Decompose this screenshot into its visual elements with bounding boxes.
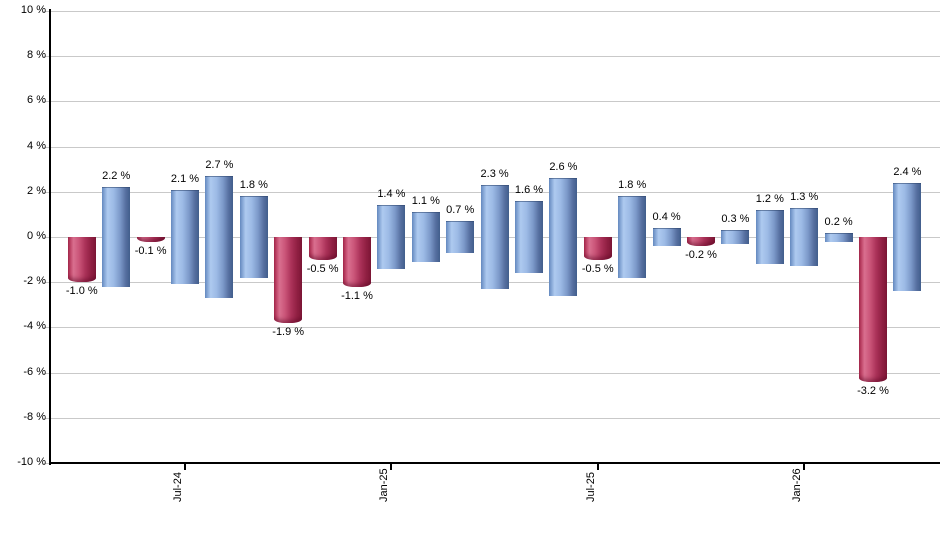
y-axis-tick-label: -8 %	[23, 411, 46, 423]
bar-positive	[480, 185, 509, 289]
y-axis-tick-label: 0 %	[27, 230, 46, 242]
bar-value-label: 1.6 %	[514, 183, 544, 196]
bar-value-label: 2.1 %	[170, 172, 200, 185]
bar-positive	[755, 209, 784, 265]
gridline	[43, 11, 940, 12]
y-axis-line	[49, 9, 51, 465]
bar-value-label: 0.3 %	[721, 213, 750, 226]
bar-value-label: 0.4 %	[652, 211, 681, 223]
x-axis-tick-mark	[803, 464, 806, 470]
bar-value-label: 1.8 %	[618, 179, 647, 192]
bar-value-label: 0.7 %	[446, 204, 475, 217]
bar-positive	[446, 221, 475, 253]
bar-value-label: 2.4 %	[893, 165, 922, 178]
bar-value-label: -1.0 %	[65, 285, 98, 298]
bar-value-label: -1.9 %	[272, 325, 305, 338]
bar-value-label: 2.6 %	[549, 161, 578, 174]
bar-negative	[274, 237, 303, 323]
x-axis-line	[49, 462, 940, 464]
y-axis-tick-label: 6 %	[27, 94, 46, 106]
bar-value-label: 1.2 %	[755, 192, 784, 205]
bar-positive	[652, 228, 681, 247]
bar-value-label: -3.2 %	[857, 384, 889, 397]
bar-positive	[790, 207, 819, 267]
bar-positive	[411, 212, 440, 262]
y-axis-tick-label: 2 %	[27, 185, 46, 197]
bar-value-label: -0.5 %	[581, 262, 614, 275]
bar-negative	[67, 237, 96, 283]
bar-positive	[824, 232, 853, 242]
bar-positive	[171, 189, 199, 285]
y-axis-tick-label: -6 %	[23, 366, 46, 378]
bar-negative	[583, 237, 612, 260]
bar-value-label: -0.2 %	[685, 249, 717, 261]
bar-positive	[893, 182, 922, 292]
bar-positive	[239, 196, 268, 278]
x-axis-tick-label: Jul-25	[584, 472, 597, 502]
y-axis-tick-label: 10 %	[20, 4, 46, 16]
bar-negative	[136, 237, 165, 242]
x-axis-tick-label: Jul-24	[172, 472, 184, 502]
bar-value-label: 2.2 %	[102, 170, 131, 183]
y-axis-tick-label: 8 %	[27, 49, 46, 61]
y-axis-tick-label: -4 %	[23, 320, 46, 332]
gridline	[43, 101, 940, 102]
gridline	[43, 418, 940, 419]
bar-negative	[687, 237, 715, 246]
bar-positive	[549, 178, 578, 296]
gridline	[43, 327, 940, 328]
bar-value-label: 1.3 %	[790, 190, 819, 203]
bar-positive	[377, 205, 406, 269]
x-axis-tick-label: Jan-26	[791, 468, 804, 502]
gridline	[43, 147, 940, 148]
bar-negative	[343, 237, 371, 287]
bar-value-label: -1.1 %	[341, 289, 373, 302]
gridline	[43, 373, 940, 374]
bar-positive	[721, 230, 750, 244]
bar-value-label: 1.4 %	[377, 188, 406, 201]
bar-positive	[515, 200, 543, 274]
x-axis-tick-mark	[390, 464, 393, 470]
x-axis-tick-label: Jan-25	[378, 468, 391, 502]
bar-value-label: -0.1 %	[134, 244, 167, 257]
bar-positive	[618, 196, 647, 278]
bar-value-label: 1.1 %	[411, 195, 440, 208]
y-axis-tick-label: 4 %	[27, 140, 46, 152]
y-axis-tick-label: -10 %	[17, 456, 46, 468]
bar-positive	[102, 187, 131, 287]
x-axis-tick-mark	[596, 464, 599, 470]
y-axis-tick-label: -2 %	[23, 275, 46, 287]
bar-value-label: -0.5 %	[306, 262, 339, 275]
bar-negative	[859, 237, 887, 382]
bar-positive	[205, 176, 234, 298]
bar-negative	[308, 237, 337, 260]
bar-value-label: 1.8 %	[239, 179, 268, 192]
gridline	[43, 56, 940, 57]
bar-value-label: 2.3 %	[480, 168, 509, 180]
x-axis-tick-mark	[184, 464, 186, 470]
bar-value-label: 2.7 %	[205, 159, 234, 171]
bar-value-label: 0.2 %	[824, 215, 853, 228]
